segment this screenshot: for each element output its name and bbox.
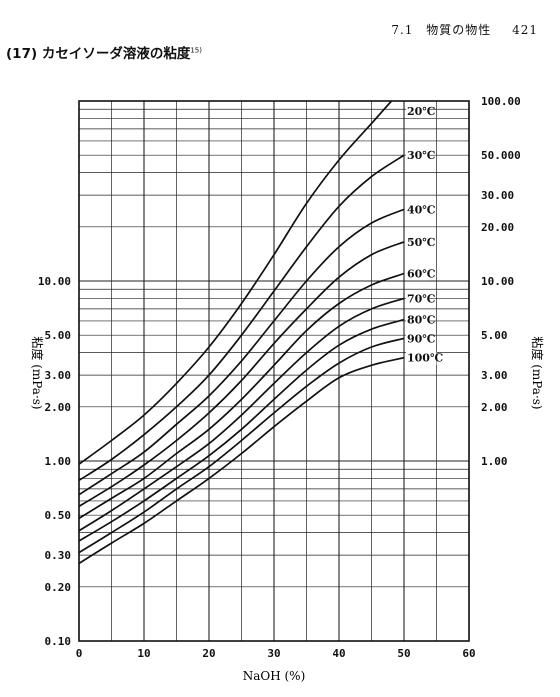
y-tick-label-right: 20.00 [481, 221, 514, 234]
y-tick-label-right: 30.00 [481, 189, 514, 202]
y-tick-label-left: 10.00 [38, 275, 71, 288]
y-axis-label-left: 粘度 (mPa·s) [30, 336, 45, 409]
series-line [78, 100, 393, 465]
header-chapter-title: 物質の物性 [426, 23, 492, 37]
series-label-bg [406, 149, 430, 163]
chart-grid [78, 100, 470, 642]
series-label: 80℃ [407, 314, 436, 327]
series-label-bg [406, 351, 437, 365]
x-tick-label: 40 [332, 647, 345, 660]
series-label: 50℃ [407, 236, 436, 249]
series-line [78, 154, 405, 482]
chart-ticks: 0 10 20 30 40 50 60 0.10 0.20 0.30 0.50 1.00 2.00 3.0… [38, 95, 521, 660]
series-label-bg [406, 235, 430, 249]
series-line [78, 297, 405, 532]
chart-curves [78, 100, 405, 565]
series-label-bg [406, 203, 430, 217]
section-reference: 15) [190, 46, 202, 55]
y-tick-label-right: 50.000 [481, 149, 521, 162]
series-label: 70℃ [407, 292, 436, 305]
series-label: 60℃ [407, 268, 436, 281]
y-tick-label-left: 0.20 [45, 581, 72, 594]
x-tick-label: 50 [397, 647, 410, 660]
series-line [78, 272, 405, 520]
plot-frame [78, 100, 470, 642]
y-tick-label-left: 0.30 [45, 549, 72, 562]
series-label: 40℃ [407, 203, 436, 216]
series-label: 20℃ [407, 105, 436, 118]
series-label-bg [406, 313, 430, 327]
series-line [78, 208, 405, 496]
series-label-bg [406, 267, 430, 281]
y-tick-label-left: 0.50 [45, 509, 72, 522]
series-label: 90℃ [407, 332, 436, 345]
series-label: 30℃ [407, 149, 436, 162]
section-number: (17) [6, 46, 38, 62]
series-line [78, 318, 405, 542]
y-tick-label-right: 5.00 [481, 329, 508, 342]
series-label: 100℃ [407, 352, 443, 365]
y-tick-label-right: 1.00 [481, 455, 508, 468]
series-label-bg [406, 292, 430, 306]
y-tick-label-right: 2.00 [481, 401, 508, 414]
y-tick-label-left: 0.10 [45, 635, 72, 648]
section-title-text: カセイソーダ溶液の粘度 [41, 46, 191, 62]
x-tick-label: 60 [462, 647, 475, 660]
series-line [78, 337, 405, 554]
y-tick-label-right: 100.00 [481, 95, 521, 108]
series-label-bg [406, 332, 430, 346]
y-tick-label-left: 2.00 [45, 401, 72, 414]
series-label-bg [406, 105, 430, 118]
x-tick-label: 0 [76, 647, 83, 660]
page-header: 7.1 物質の物性 421 [391, 21, 538, 38]
x-tick-label: 30 [267, 647, 280, 660]
chart-series-labels: 20℃ 30℃ 40℃ 50℃ 60℃ 70℃ 80℃ 90℃ 100℃ [406, 105, 443, 365]
y-tick-label-left: 5.00 [45, 329, 72, 342]
y-tick-label-left: 1.00 [45, 455, 72, 468]
series-line [78, 241, 405, 508]
header-section-number: 7.1 [391, 23, 414, 37]
x-axis-label: NaOH (%) [243, 669, 306, 683]
x-tick-label: 10 [137, 647, 150, 660]
y-axis-label-right: 粘度 (mPa·s) [530, 336, 545, 409]
x-tick-label: 20 [202, 647, 215, 660]
header-page-number: 421 [512, 23, 538, 37]
section-title: (17) カセイソーダ溶液の粘度15) [6, 42, 202, 62]
y-tick-label-right: 3.00 [481, 369, 508, 382]
y-tick-label-right: 10.00 [481, 275, 514, 288]
series-line [78, 356, 405, 565]
y-tick-label-left: 3.00 [45, 369, 72, 382]
